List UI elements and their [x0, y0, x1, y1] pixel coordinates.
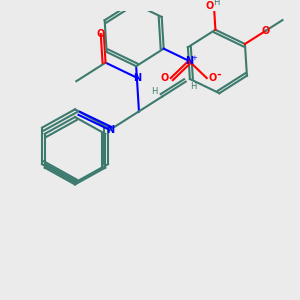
Text: H: H: [190, 82, 197, 91]
Text: O: O: [206, 1, 214, 11]
Text: +: +: [191, 55, 197, 61]
Text: O: O: [97, 29, 105, 39]
Text: O: O: [160, 73, 169, 83]
Text: O: O: [208, 73, 217, 83]
Text: O: O: [262, 26, 270, 36]
Text: H: H: [213, 0, 219, 7]
Text: -: -: [216, 70, 221, 80]
Text: N: N: [133, 73, 141, 83]
Text: H: H: [151, 87, 158, 96]
Text: N: N: [185, 56, 193, 66]
Text: N: N: [106, 125, 114, 135]
